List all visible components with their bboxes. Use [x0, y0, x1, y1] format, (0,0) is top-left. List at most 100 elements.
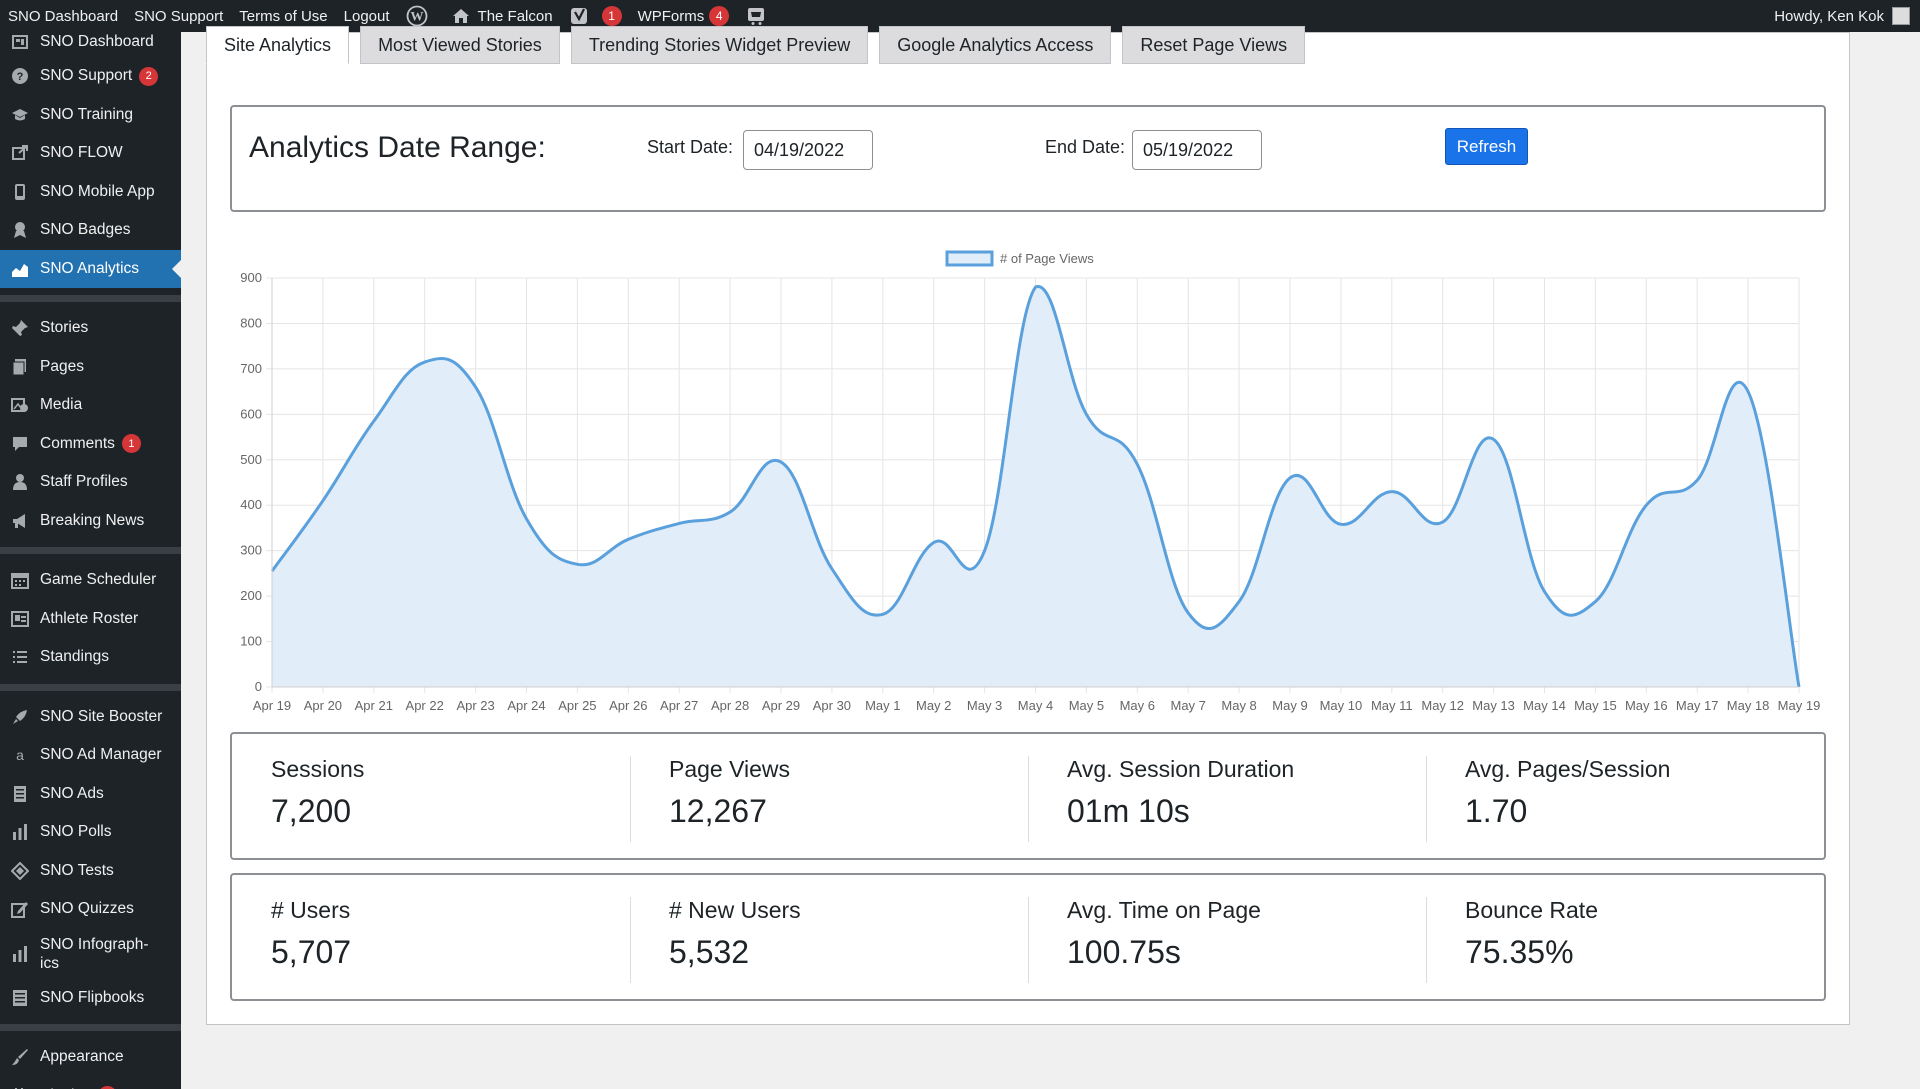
stat-value: 5,707 — [271, 934, 352, 970]
tab-reset-page-views[interactable]: Reset Page Views — [1122, 26, 1306, 64]
sidebar-item-sno-ads[interactable]: SNO Ads — [0, 775, 181, 814]
dashboard-icon — [10, 32, 30, 52]
stat-label: Avg. Time on Page — [1067, 897, 1261, 923]
wpforms-notification-badge: 4 — [709, 6, 730, 26]
x-tick-label: May 16 — [1625, 698, 1668, 713]
sidebar-item-label: Staff Profiles — [40, 473, 128, 491]
sidebar-item-sno-flow[interactable]: SNO FLOW — [0, 134, 181, 173]
sidebar-item-media[interactable]: Media — [0, 386, 181, 425]
sidebar-item-sno-dashboard[interactable]: SNO Dashboard — [0, 32, 181, 57]
sidebar-item-sno-infograph-ics[interactable]: SNO Infograph- ics — [0, 929, 181, 979]
adminbar-wpforms-label: WPForms — [637, 7, 705, 25]
tab-site-analytics[interactable]: Site Analytics — [206, 26, 350, 64]
x-tick-label: Apr 21 — [355, 698, 393, 713]
stat-label: # Users — [271, 897, 351, 923]
sidebar-item-label: SNO Quizzes — [40, 900, 134, 918]
y-tick-label: 400 — [240, 497, 262, 512]
sidebar-item-sno-flipbooks[interactable]: SNO Flipbooks — [0, 979, 181, 1018]
svg-text:a: a — [16, 747, 24, 763]
stat-new-users: # New Users 5,532 — [630, 875, 1028, 999]
tab-trending-stories-widget-preview[interactable]: Trending Stories Widget Preview — [570, 26, 869, 64]
sidebar-item-staff-profiles[interactable]: Staff Profiles — [0, 463, 181, 502]
stat-label: # New Users — [669, 897, 801, 923]
y-tick-label: 200 — [240, 588, 262, 603]
avatar — [1892, 7, 1910, 25]
sidebar-item-sno-analytics[interactable]: SNO Analytics — [0, 249, 181, 288]
y-tick-label: 700 — [240, 361, 262, 376]
sidebar-separator — [0, 547, 181, 554]
sidebar-item-athlete-roster[interactable]: Athlete Roster — [0, 600, 181, 639]
yoast-icon — [569, 5, 591, 27]
stat-avg-time-on-page: Avg. Time on Page 100.75s — [1028, 875, 1426, 999]
page-views-chart-svg: 0 100 200 300 400 500 600 700 800 900 Apr 19 Apr 20… — [240, 250, 1820, 713]
adminbar-sno-dashboard-link[interactable]: SNO Dashboard — [8, 7, 119, 25]
sidebar-item-label: Athlete Roster — [40, 609, 139, 627]
x-tick-label: May 8 — [1221, 698, 1256, 713]
ad-manager-icon: a — [10, 745, 30, 765]
start-date-input[interactable] — [743, 130, 873, 170]
tag-icon — [10, 861, 30, 881]
x-tick-label: May 7 — [1170, 698, 1205, 713]
stat-value: 75.35% — [1465, 934, 1574, 970]
adminbar-yoast-button[interactable]: 1 — [561, 0, 630, 32]
stat-label: Avg. Pages/Session — [1465, 756, 1671, 782]
adminbar-cart-button[interactable] — [737, 0, 781, 32]
sidebar-item-game-scheduler[interactable]: Game Scheduler — [0, 561, 181, 600]
x-tick-label: May 12 — [1421, 698, 1464, 713]
adminbar-terms-link[interactable]: Terms of Use — [239, 7, 328, 25]
adminbar-account[interactable]: Howdy, Ken Kok — [1774, 0, 1920, 32]
wordpress-logo-button[interactable]: W — [398, 0, 442, 32]
legend-swatch — [945, 250, 994, 267]
yoast-notification-badge: 1 — [601, 6, 622, 26]
y-tick-label: 500 — [240, 452, 262, 467]
sidebar-item-appearance[interactable]: Appearance — [0, 1038, 181, 1077]
x-tick-label: May 13 — [1472, 698, 1515, 713]
sidebar-item-label: SNO Analytics — [40, 259, 140, 277]
sidebar-item-sno-ad-manager[interactable]: a SNO Ad Manager — [0, 736, 181, 775]
stat-users: # Users 5,707 — [232, 875, 630, 999]
stat-value: 12,267 — [669, 793, 767, 829]
howdy-text: Howdy, Ken Kok — [1774, 7, 1884, 25]
plugin-icon — [10, 1086, 30, 1089]
stat-avg-pages-session: Avg. Pages/Session 1.70 — [1426, 734, 1824, 858]
analytics-tabs: Site Analytics Most Viewed Stories Trendin… — [206, 26, 1316, 64]
tab-most-viewed-stories[interactable]: Most Viewed Stories — [360, 26, 560, 64]
sidebar-item-label: Game Scheduler — [40, 571, 157, 589]
adminbar-wpforms-button[interactable]: WPForms 4 — [630, 0, 738, 32]
adminbar-site-link[interactable]: The Falcon — [442, 0, 561, 32]
id-card-icon — [10, 609, 30, 629]
sidebar-item-label: SNO Site Booster — [40, 707, 163, 725]
home-icon — [450, 5, 472, 27]
sidebar-item-label: SNO Infograph- ics — [40, 935, 149, 972]
sidebar-item-sno-support[interactable]: ? SNO Support 2 — [0, 57, 181, 96]
tab-google-analytics-access[interactable]: Google Analytics Access — [879, 26, 1112, 64]
refresh-button[interactable]: Refresh — [1445, 128, 1528, 165]
sidebar-item-sno-polls[interactable]: SNO Polls — [0, 813, 181, 852]
end-date-input[interactable] — [1132, 130, 1262, 170]
sidebar-item-sno-training[interactable]: SNO Training — [0, 96, 181, 135]
sidebar-item-sno-mobile-app[interactable]: SNO Mobile App — [0, 173, 181, 212]
sidebar-item-sno-tests[interactable]: SNO Tests — [0, 852, 181, 891]
sidebar-item-label: SNO Badges — [40, 221, 131, 239]
sidebar-item-sno-badges[interactable]: SNO Badges — [0, 211, 181, 250]
sidebar-item-comments[interactable]: Comments 1 — [0, 425, 181, 464]
stat-value: 100.75s — [1067, 934, 1181, 970]
award-icon — [10, 220, 30, 240]
sidebar-item-sno-site-booster[interactable]: SNO Site Booster — [0, 698, 181, 737]
adminbar-logout-link[interactable]: Logout — [343, 7, 390, 25]
external-link-icon — [10, 143, 30, 163]
help-icon: ? — [10, 66, 30, 86]
sidebar-item-plugins[interactable]: Plugins 1 — [0, 1077, 181, 1089]
svg-text:W: W — [410, 9, 423, 24]
sidebar-item-standings[interactable]: Standings — [0, 638, 181, 677]
sidebar-item-sno-quizzes[interactable]: SNO Quizzes — [0, 890, 181, 929]
x-tick-label: Apr 19 — [253, 698, 291, 713]
sidebar-item-pages[interactable]: Pages — [0, 348, 181, 387]
ads-icon — [10, 784, 30, 804]
shopping-cart-icon — [745, 5, 767, 27]
megaphone-icon — [10, 511, 30, 531]
sidebar-item-breaking-news[interactable]: Breaking News — [0, 502, 181, 541]
adminbar-sno-support-link[interactable]: SNO Support — [134, 7, 224, 25]
graduation-cap-icon — [10, 105, 30, 125]
sidebar-item-stories[interactable]: Stories — [0, 309, 181, 348]
